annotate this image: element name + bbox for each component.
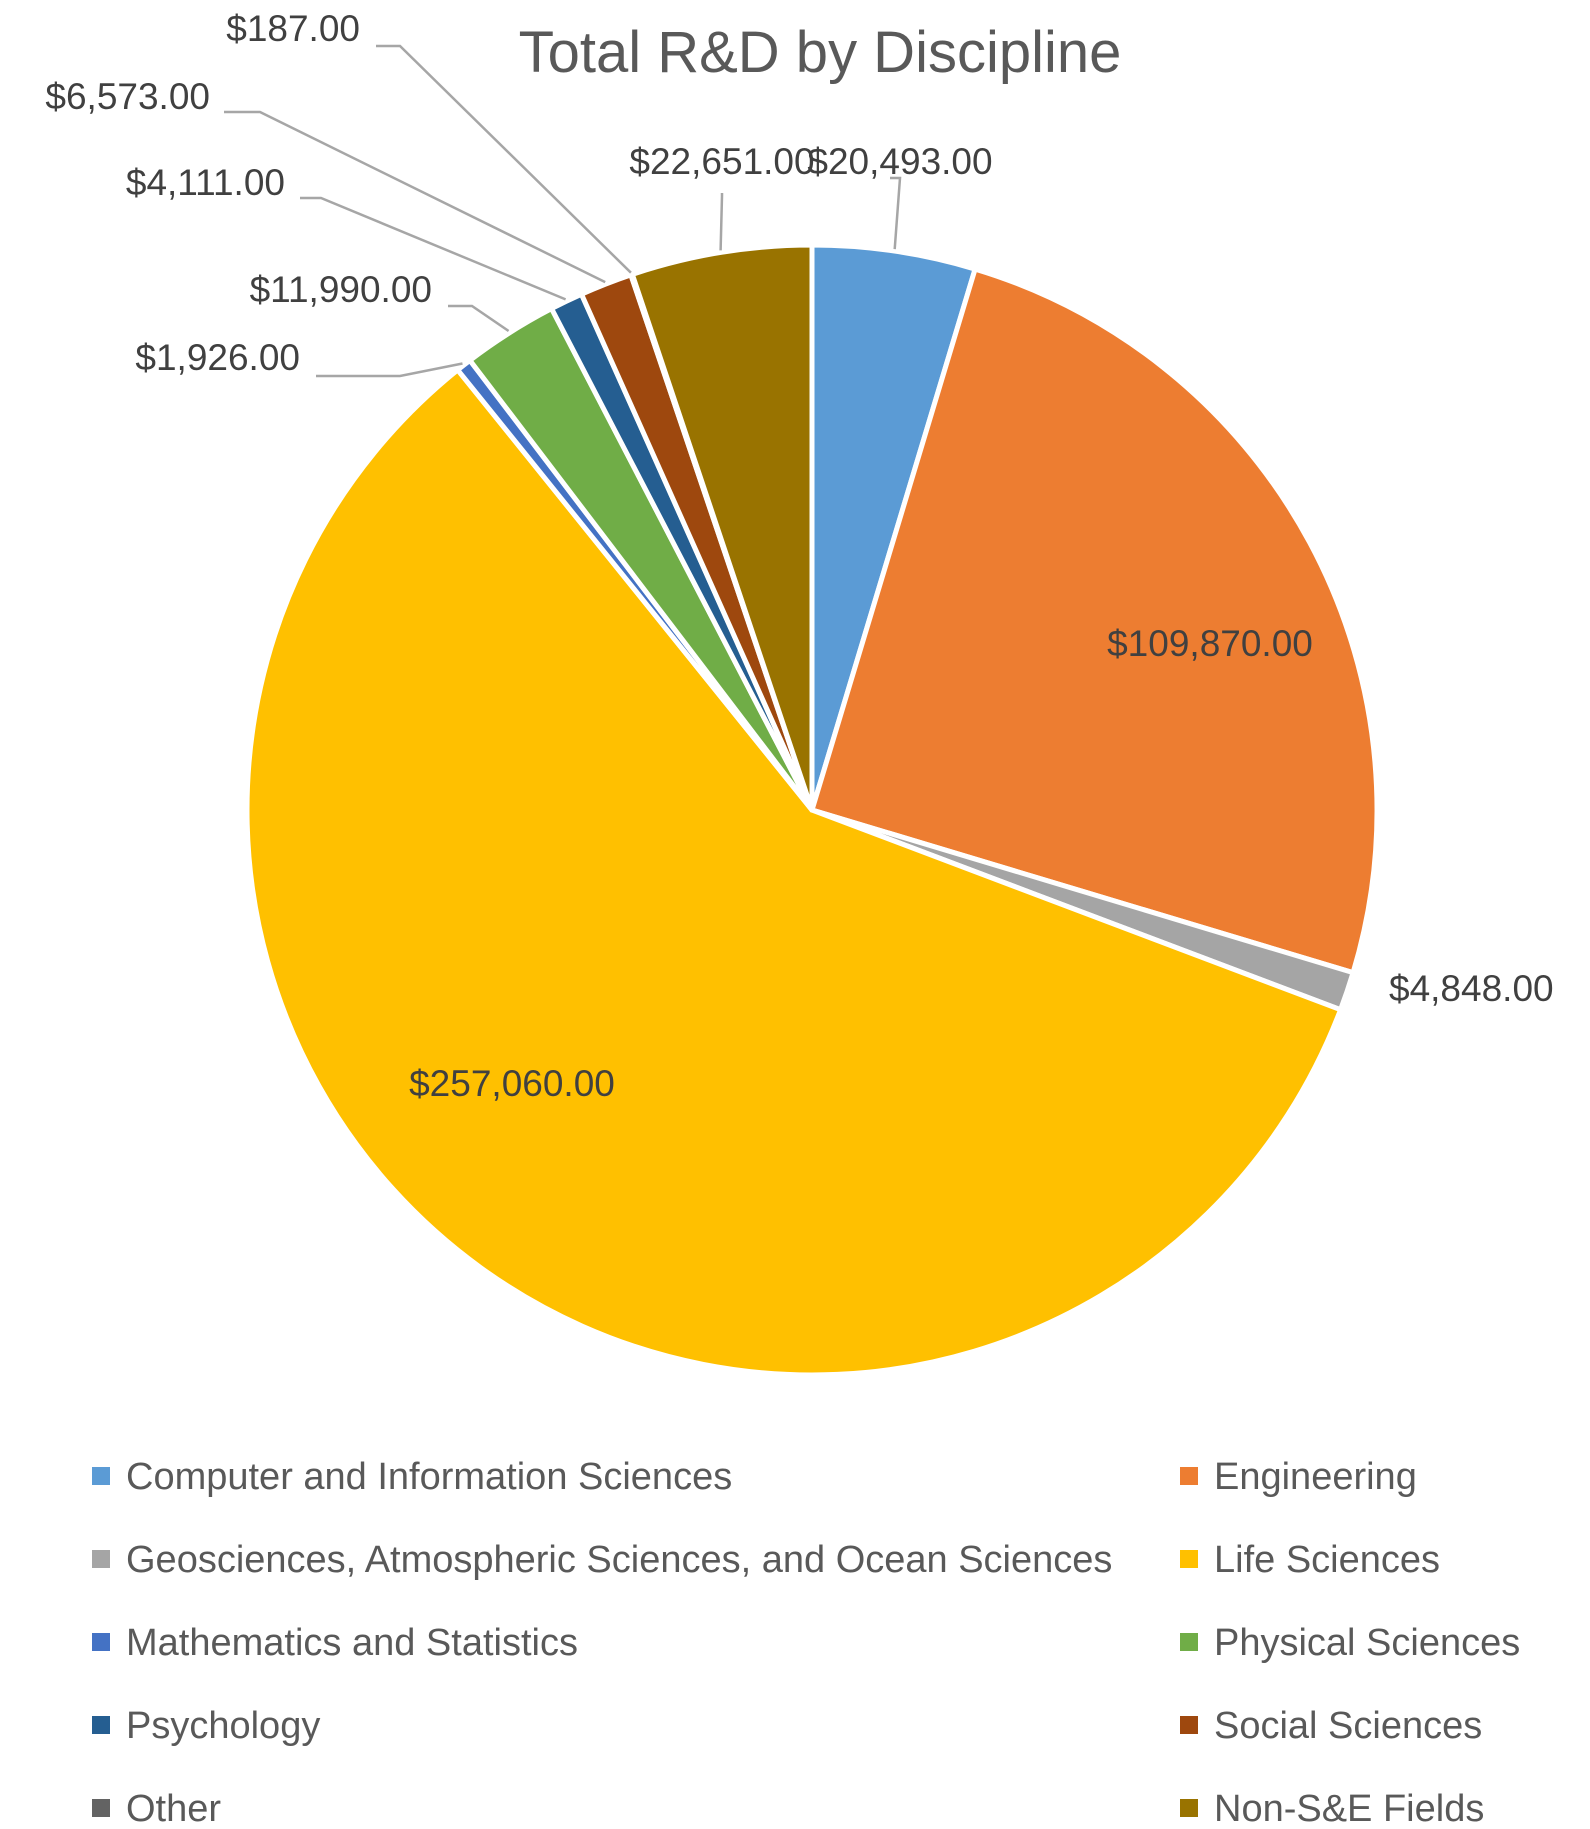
- legend-item-psychology: Psychology: [92, 1705, 320, 1747]
- chart-title: Total R&D by Discipline: [519, 20, 1122, 85]
- legend-item-physical-sciences: Physical Sciences: [1180, 1622, 1520, 1664]
- data-label-psychology: $4,111.00: [126, 162, 285, 203]
- data-label-life-sciences: $257,060.00: [409, 1063, 615, 1104]
- legend-swatch-social-sciences: [1180, 1716, 1198, 1734]
- legend-swatch-engineering: [1180, 1467, 1198, 1485]
- leader-line-psychology: [300, 196, 567, 301]
- legend-label-engineering: Engineering: [1214, 1456, 1417, 1498]
- data-label-mathematics-and-statistics: $1,926.00: [135, 337, 300, 378]
- legend-label-non-sande-fields: Non-S&E Fields: [1214, 1788, 1484, 1829]
- legend-item-social-sciences: Social Sciences: [1180, 1705, 1482, 1747]
- pie-slices: [244, 242, 1380, 1378]
- legend-swatch-non-sande-fields: [1180, 1799, 1198, 1817]
- legend-swatch-mathematics-and-statistics: [92, 1633, 110, 1651]
- data-label-engineering: $109,870.00: [1107, 623, 1313, 664]
- legend-item-computer-and-information-sciences: Computer and Information Sciences: [92, 1456, 732, 1498]
- legend-label-social-sciences: Social Sciences: [1214, 1705, 1482, 1747]
- legend-label-psychology: Psychology: [126, 1705, 320, 1747]
- data-label-computer-and-information-sciences: $20,493.00: [807, 141, 992, 182]
- leader-line-physical-sciences: [448, 304, 510, 333]
- legend-swatch-other: [92, 1799, 110, 1817]
- legend-label-geosciences-atmospheric-sciences-and-ocean-sciences: Geosciences, Atmospheric Sciences, and O…: [126, 1539, 1112, 1581]
- legend-label-computer-and-information-sciences: Computer and Information Sciences: [126, 1456, 732, 1498]
- legend-swatch-life-sciences: [1180, 1550, 1198, 1568]
- legend-swatch-geosciences-atmospheric-sciences-and-ocean-sciences: [92, 1550, 110, 1568]
- data-labels: $20,493.00 $109,870.00 $4,848.00 $257,060.0…: [45, 8, 1553, 1104]
- legend-label-mathematics-and-statistics: Mathematics and Statistics: [126, 1622, 578, 1664]
- pie-slice-life-sciences: [244, 367, 1344, 1378]
- leader-line-computer-and-information-sciences: [890, 176, 902, 250]
- legend-label-physical-sciences: Physical Sciences: [1214, 1622, 1520, 1664]
- legend-swatch-computer-and-information-sciences: [92, 1467, 110, 1485]
- legend-label-life-sciences: Life Sciences: [1214, 1539, 1440, 1581]
- legend-swatch-psychology: [92, 1716, 110, 1734]
- leader-line-other: [376, 44, 632, 274]
- legend-swatch-physical-sciences: [1180, 1633, 1198, 1651]
- legend-item-other: Other: [92, 1788, 221, 1829]
- leader-line-mathematics-and-statistics: [316, 362, 463, 378]
- data-label-social-sciences: $6,573.00: [45, 76, 210, 117]
- legend-item-life-sciences: Life Sciences: [1180, 1539, 1440, 1581]
- legend: Computer and Information Sciences Enginee…: [92, 1456, 1520, 1829]
- data-label-non-sande-fields: $22,651.00: [629, 141, 814, 182]
- leader-line-social-sciences: [224, 110, 606, 284]
- data-label-physical-sciences: $11,990.00: [250, 269, 432, 310]
- legend-item-non-sande-fields: Non-S&E Fields: [1180, 1788, 1484, 1829]
- legend-item-mathematics-and-statistics: Mathematics and Statistics: [92, 1622, 578, 1664]
- legend-item-geosciences-atmospheric-sciences-and-ocean-sciences: Geosciences, Atmospheric Sciences, and O…: [92, 1539, 1112, 1581]
- pie-slice-engineering: [809, 266, 1380, 976]
- legend-label-other: Other: [126, 1788, 221, 1829]
- leader-line-non-sande-fields: [719, 193, 724, 251]
- data-label-geosciences-atmospheric-sciences-and-ocean-sciences: $4,848.00: [1389, 968, 1554, 1009]
- label-leader-lines: [224, 44, 902, 378]
- data-label-other: $187.00: [226, 8, 360, 49]
- pie-slice-non-sande-fields: [629, 242, 815, 813]
- legend-item-engineering: Engineering: [1180, 1456, 1417, 1498]
